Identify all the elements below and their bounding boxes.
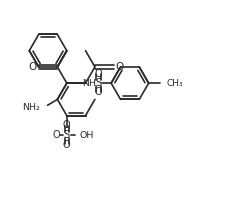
Text: NH: NH (83, 79, 97, 88)
Text: S: S (64, 130, 70, 140)
Text: S: S (95, 78, 101, 88)
Text: OH: OH (80, 131, 94, 140)
Text: O: O (94, 87, 102, 97)
Text: O: O (63, 121, 71, 131)
Text: O: O (115, 62, 124, 72)
Text: O: O (94, 69, 102, 79)
Text: O: O (29, 62, 37, 72)
Text: O: O (63, 140, 71, 150)
Text: CH₃: CH₃ (166, 79, 183, 88)
Text: O: O (52, 130, 60, 140)
Text: NH₂: NH₂ (22, 103, 40, 112)
